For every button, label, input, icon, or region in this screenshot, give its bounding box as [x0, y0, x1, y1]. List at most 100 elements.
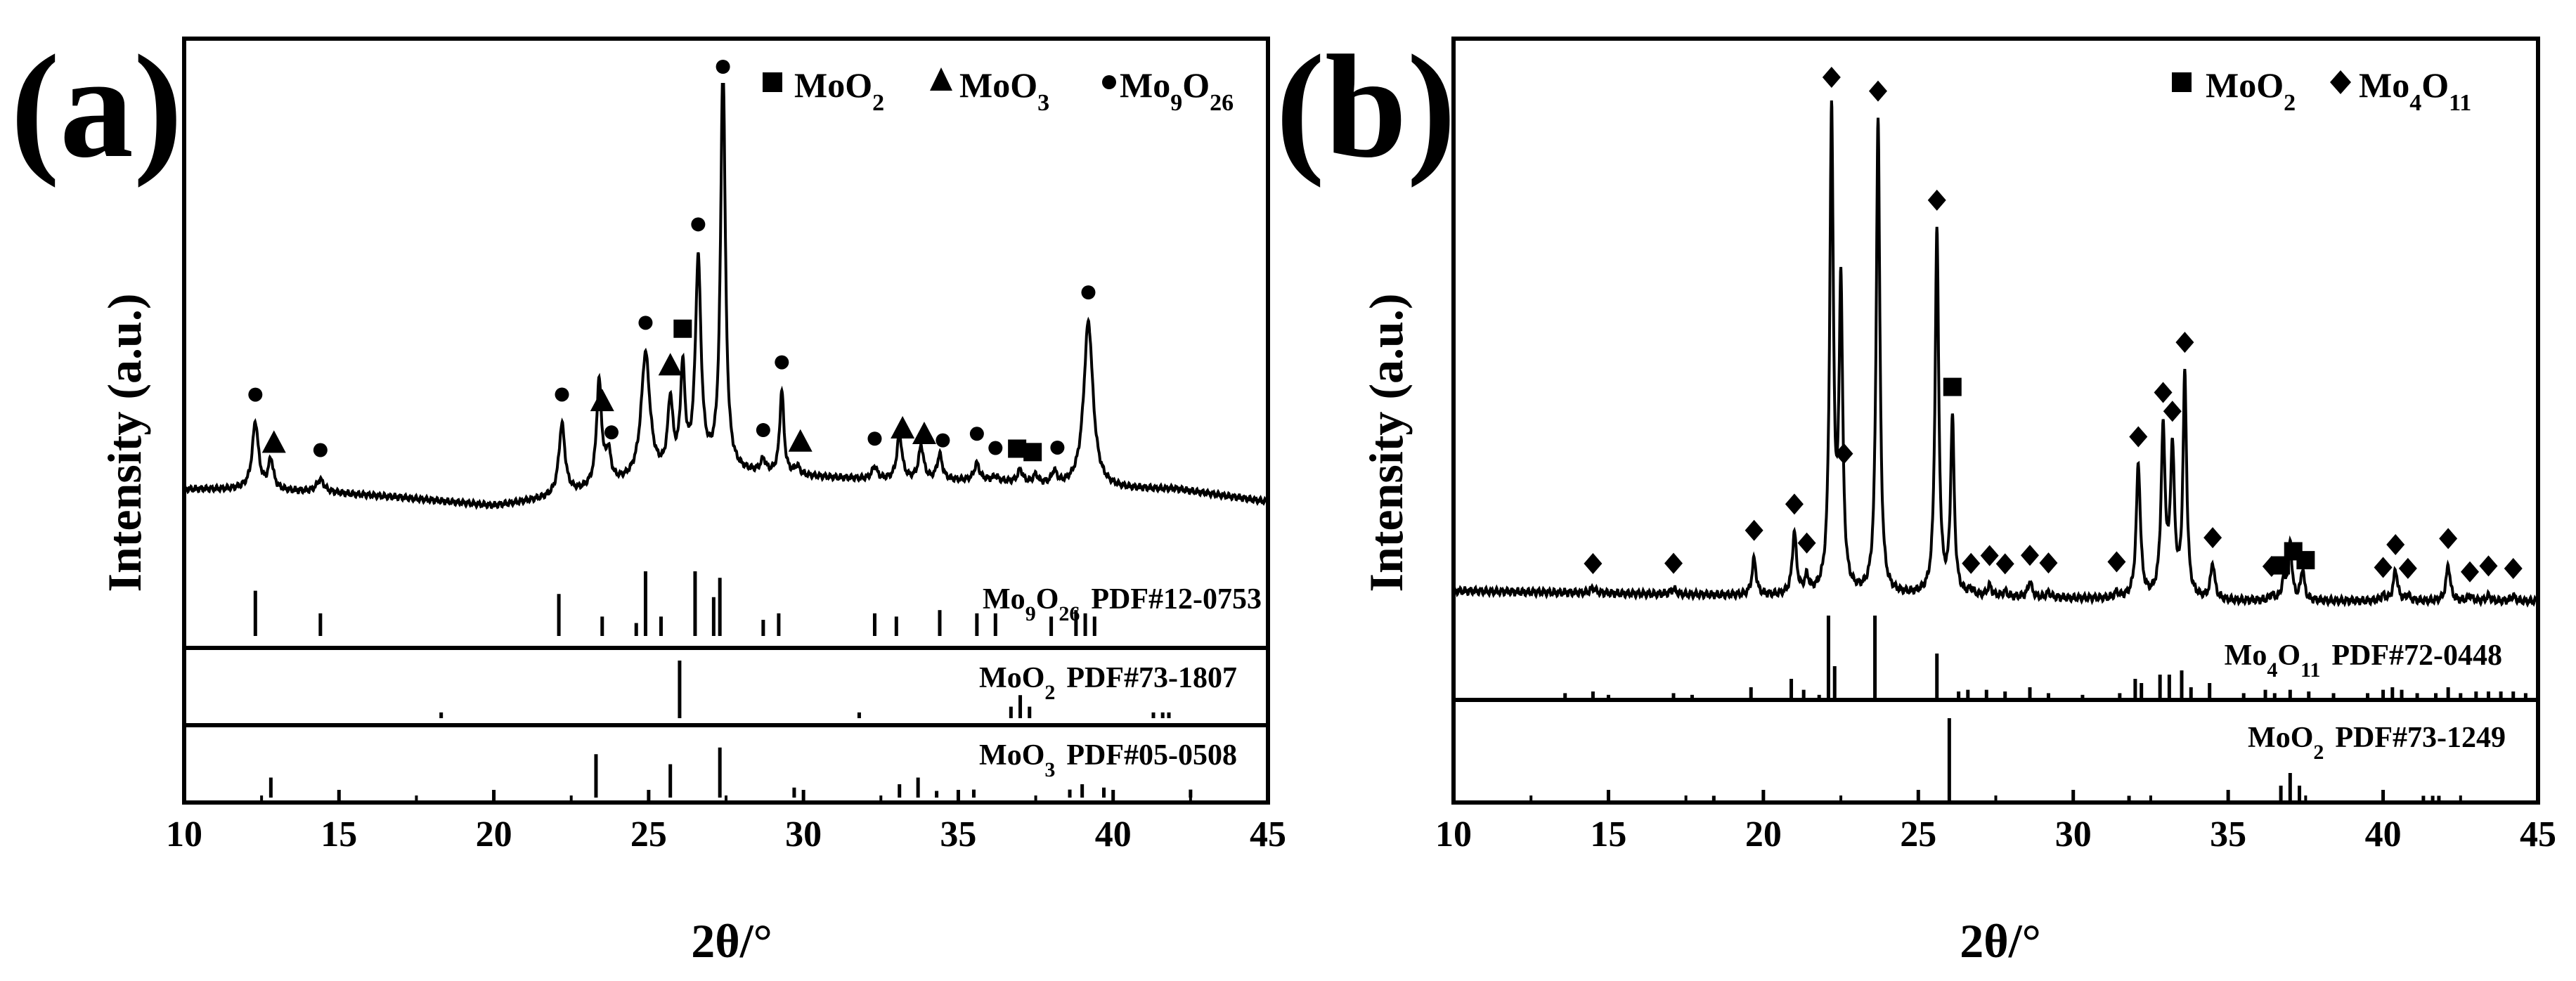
peak-marker-triangle-icon — [590, 389, 614, 412]
panel-b-x-axis-title: 2θ/° — [1960, 914, 2041, 968]
legend-diamond-icon — [2330, 70, 2351, 94]
panel-a-y-axis-title: Intensity (a.u.) — [98, 293, 151, 592]
panel-a-legend-item-mo9o26: Mo9O26 — [1120, 65, 1234, 116]
x-tick-label: 45 — [1250, 814, 1286, 855]
panel-a-legend-item-moo2: MoO2 — [794, 65, 884, 116]
panel-b-ref-1-label: Mo4O11 PDF#72-0448 — [2225, 639, 2502, 682]
legend-circle-icon — [1102, 75, 1116, 89]
peak-marker-circle-icon — [1081, 285, 1096, 300]
peak-marker-square-icon — [2296, 551, 2315, 570]
panel-b-label: (b) — [1276, 25, 1456, 188]
panel-b: (b) Intensity (a.u.) 2θ/° 10 15 20 25 30 35 40… — [1276, 25, 2556, 968]
x-tick-label: 30 — [785, 814, 822, 855]
x-tick-label: 20 — [1745, 814, 1782, 855]
panel-a-reference-sticks — [253, 571, 1193, 798]
peak-marker-diamond-icon — [2175, 332, 2194, 353]
x-tick-label: 30 — [2055, 814, 2092, 855]
x-tick-label: 15 — [321, 814, 357, 855]
peak-marker-square-icon — [1943, 377, 1962, 396]
peak-marker-diamond-icon — [1868, 80, 1887, 102]
panel-a-plot-area: 10 15 20 25 30 35 40 45 — [166, 37, 1286, 855]
peak-marker-diamond-icon — [1927, 189, 1946, 211]
peak-marker-diamond-icon — [1962, 552, 1981, 574]
peak-marker-diamond-icon — [2479, 555, 2498, 577]
peak-marker-diamond-icon — [2129, 426, 2148, 448]
peak-marker-circle-icon — [555, 387, 569, 402]
peak-marker-diamond-icon — [2386, 534, 2405, 556]
peak-marker-diamond-icon — [2203, 527, 2222, 549]
x-tick-label: 35 — [940, 814, 976, 855]
peak-marker-diamond-icon — [2039, 552, 2058, 574]
x-tick-label: 15 — [1590, 814, 1626, 855]
peak-marker-circle-icon — [867, 431, 882, 446]
peak-marker-diamond-icon — [1995, 553, 2014, 575]
peak-marker-diamond-icon — [2107, 551, 2126, 573]
panel-a-ref-2-label: MoO2 PDF#73-1807 — [979, 662, 1237, 704]
panel-b-y-axis-title: Intensity (a.u.) — [1359, 293, 1413, 592]
peak-marker-square-icon — [1008, 439, 1027, 458]
peak-marker-diamond-icon — [2163, 401, 2182, 422]
peak-marker-triangle-icon — [658, 353, 682, 376]
xrd-pattern-line — [1452, 100, 2539, 608]
peak-marker-circle-icon — [1050, 440, 1065, 455]
peak-marker-diamond-icon — [2398, 557, 2417, 579]
peak-marker-diamond-icon — [2374, 557, 2393, 578]
x-tick-label: 40 — [2365, 814, 2402, 855]
panel-b-frame — [1451, 37, 2540, 805]
xrd-pattern-line — [183, 83, 1269, 510]
panel-a-x-axis: 10 15 20 25 30 35 40 45 — [166, 790, 1286, 855]
peak-marker-circle-icon — [691, 217, 706, 232]
peak-marker-circle-icon — [638, 316, 653, 330]
peak-marker-circle-icon — [604, 425, 619, 440]
x-tick-label: 35 — [2210, 814, 2246, 855]
peak-marker-diamond-icon — [2439, 528, 2458, 550]
panel-b-pattern-group — [1452, 100, 2539, 608]
panel-b-legend-item-mo4o11: Mo4O11 — [2359, 65, 2471, 116]
peak-marker-circle-icon — [775, 355, 789, 370]
peak-marker-circle-icon — [248, 387, 263, 402]
peak-marker-square-icon — [673, 319, 692, 338]
panel-a-legend: MoO2 MoO3 Mo9O26 — [763, 65, 1234, 116]
panel-a-ref-1-label: Mo9O26 PDF#12-0753 — [983, 583, 1262, 625]
peak-marker-diamond-icon — [2461, 561, 2480, 583]
x-tick-label: 20 — [476, 814, 512, 855]
peak-marker-triangle-icon — [891, 416, 915, 439]
panel-a-x-axis-title: 2θ/° — [691, 914, 772, 968]
peak-marker-circle-icon — [988, 441, 1003, 455]
panel-a: (a) Intensity (a.u.) 2θ/° 10 15 20 25 30 35 40… — [11, 25, 1286, 968]
peak-marker-triangle-icon — [261, 430, 286, 453]
peak-marker-square-icon — [1023, 443, 1042, 462]
peak-marker-circle-icon — [936, 433, 950, 448]
peak-marker-diamond-icon — [1822, 67, 1841, 88]
panel-b-reference-sticks — [1563, 616, 2528, 803]
peak-marker-circle-icon — [756, 423, 770, 438]
panel-b-marker-group — [1584, 67, 2523, 583]
panel-b-ref-2-label: MoO2 PDF#73-1249 — [2248, 722, 2506, 764]
panel-a-pattern-group — [183, 83, 1269, 510]
panel-a-marker-group — [248, 60, 1096, 462]
peak-marker-diamond-icon — [1834, 443, 1853, 464]
legend-square-icon — [763, 72, 782, 92]
panel-b-x-axis: 10 15 20 25 30 35 40 45 — [1435, 790, 2556, 855]
peak-marker-diamond-icon — [2020, 545, 2039, 566]
peak-marker-diamond-icon — [1584, 553, 1603, 575]
peak-marker-triangle-icon — [788, 429, 813, 452]
panel-b-plot-area: 10 15 20 25 30 35 40 45 — [1435, 37, 2556, 855]
x-tick-label: 10 — [166, 814, 202, 855]
x-tick-label: 45 — [2520, 814, 2556, 855]
legend-square-icon — [2172, 72, 2192, 92]
peak-marker-circle-icon — [313, 443, 328, 457]
peak-marker-triangle-icon — [912, 422, 936, 445]
x-tick-label: 40 — [1095, 814, 1132, 855]
x-tick-label: 10 — [1435, 814, 1472, 855]
peak-marker-diamond-icon — [1980, 545, 1999, 566]
x-tick-label: 25 — [630, 814, 667, 855]
panel-b-legend-item-moo2: MoO2 — [2206, 65, 2296, 116]
panel-a-label: (a) — [11, 25, 183, 188]
peak-marker-circle-icon — [969, 427, 984, 441]
peak-marker-diamond-icon — [2154, 382, 2173, 403]
x-tick-label: 25 — [1900, 814, 1936, 855]
legend-triangle-icon — [930, 67, 952, 91]
peak-marker-diamond-icon — [1785, 493, 1804, 515]
